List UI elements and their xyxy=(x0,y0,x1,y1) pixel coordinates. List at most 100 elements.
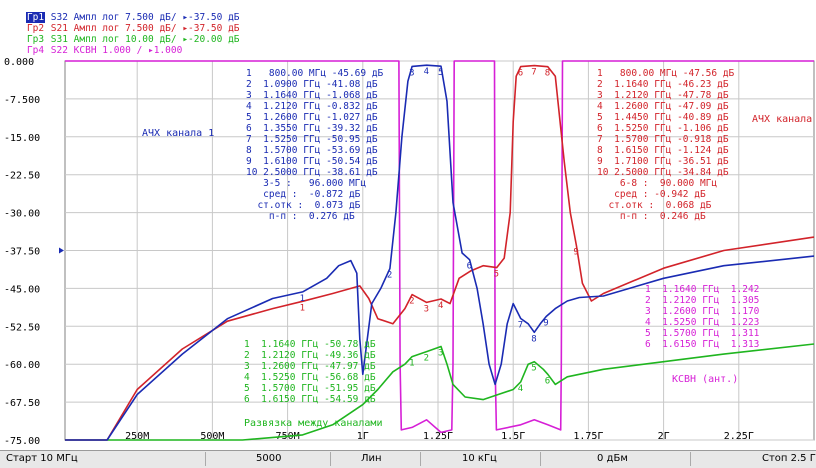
marker-number: 6 xyxy=(467,262,472,272)
marker-table-s32: 1 800.00 МГц -45.69 дБ xyxy=(246,68,384,79)
y-tick-label: -30.00 xyxy=(4,209,40,220)
marker-table-s21: 2 1.1640 ГГц -46.23 дБ xyxy=(597,79,729,90)
y-tick-label: -22.50 xyxy=(4,171,40,182)
x-tick-label: 1.5Г xyxy=(501,431,525,442)
x-tick-label: 250М xyxy=(125,431,149,442)
marker-number: 6 xyxy=(518,69,523,79)
marker-number: 2 xyxy=(409,297,414,307)
marker-table-s32: 9 1.6100 ГГц -50.54 дБ xyxy=(246,156,378,167)
trace-1-tag[interactable]: Гр1 xyxy=(25,12,46,23)
if-bandwidth[interactable]: 10 кГц xyxy=(462,453,497,464)
y-tick-label: -75.00 xyxy=(4,436,40,447)
marker-table-s32: ст.отк : 0.073 дБ xyxy=(246,200,361,211)
x-tick-label: 1.75Г xyxy=(573,431,603,442)
sweep-type[interactable]: Лин xyxy=(361,453,382,464)
measurement-chart[interactable]: 0.000 -7.500 -15.00 -22.50 -30.00 -37.50 -45.0… xyxy=(0,56,816,450)
marker-tables: 1 800.00 МГц -45.69 дБ2 1.0900 ГГц -41.0… xyxy=(142,68,812,429)
trace-2-tag[interactable]: Гр2 xyxy=(26,23,45,34)
x-tick-label: 1.25Г xyxy=(423,431,453,442)
trace-1-settings: S32 Ампл лог 7.500 дБ/ ▸-37.50 дБ xyxy=(45,12,240,23)
y-axis-labels: 0.000 -7.500 -15.00 -22.50 -30.00 -37.50 -45.0… xyxy=(4,57,64,447)
label-isolation: Развязка между каналами xyxy=(244,418,382,429)
trace-header: Гр1 S32 Ампл лог 7.500 дБ/ ▸-37.50 дБ Гр… xyxy=(0,0,816,56)
marker-table-s32: 2 1.0900 ГГц -41.08 дБ xyxy=(246,79,378,90)
trace-1-label[interactable]: Гр1 S32 Ампл лог 7.500 дБ/ ▸-37.50 дБ xyxy=(3,1,240,34)
y-tick-label: -60.00 xyxy=(4,360,40,371)
marker-table-s21: 7 1.5700 ГГц -0.918 дБ xyxy=(597,134,729,145)
marker-table-s32: 3-5 : 96.000 МГц xyxy=(246,178,366,189)
trace-3-tag[interactable]: Гр3 xyxy=(26,34,45,45)
trace-s32 xyxy=(65,64,815,441)
marker-table-s32: 8 1.5700 ГГц -53.69 дБ xyxy=(246,145,378,156)
marker-table-s21: 6-8 : 90.000 МГц xyxy=(597,178,717,189)
trace-2-label[interactable]: Гр2 S21 Ампл лог 7.500 дБ/ ▸-37.50 дБ xyxy=(3,12,240,45)
marker-table-s32: 3 1.1640 ГГц -1.068 дБ xyxy=(246,90,378,101)
trace-s22 xyxy=(65,60,814,434)
marker-table-s22: 5 1.5700 ГГц 1.311 xyxy=(645,328,760,339)
status-bar: Старт 10 МГц 5000 Лин 10 кГц 0 дБм Стоп … xyxy=(0,450,816,468)
marker-number: 1 xyxy=(300,294,305,304)
marker-table-s21: 6 1.5250 ГГц -1.106 дБ xyxy=(597,123,729,134)
marker-number: 3 xyxy=(438,349,443,359)
stop-frequency[interactable]: Стоп 2.5 Г xyxy=(762,453,816,464)
y-tick-label: -52.50 xyxy=(4,322,40,333)
trace-s21 xyxy=(65,64,815,441)
marker-table-s32: 7 1.5250 ГГц -50.95 дБ xyxy=(246,134,378,145)
marker-table-s21: ст.отк : 0.068 дБ xyxy=(597,200,712,211)
marker-table-s21: 8 1.6150 ГГц -1.124 дБ xyxy=(597,145,729,156)
x-tick-label: 2.25Г xyxy=(724,431,754,442)
source-power[interactable]: 0 дБм xyxy=(597,453,628,464)
x-tick-label: 2Г xyxy=(658,431,670,442)
marker-number: 5 xyxy=(531,364,536,374)
y-tick-label: -37.50 xyxy=(4,247,40,258)
marker-table-s22: 4 1.5250 ГГц 1.223 xyxy=(645,317,759,328)
marker-table-s31: 2 1.2120 ГГц -49.36 дБ xyxy=(244,350,376,361)
marker-number: 4 xyxy=(424,67,429,77)
marker-table-s31: 1 1.1640 ГГц -50.78 дБ xyxy=(244,339,376,350)
marker-table-s22: 1 1.1640 ГГц 1.242 xyxy=(645,284,759,295)
marker-table-s21: сред : -0.942 дБ xyxy=(597,189,706,200)
trace-3-settings: S31 Ампл лог 10.00 дБ/ ▸-20.00 дБ xyxy=(45,34,240,45)
chart-grid xyxy=(64,60,815,441)
marker-table-s21: 3 1.2120 ГГц -47.78 дБ xyxy=(597,90,729,101)
marker-table-s32: 4 1.2120 ГГц -0.832 дБ xyxy=(246,101,378,112)
trace-4-tag[interactable]: Гр4 xyxy=(26,45,45,56)
marker-number: 9 xyxy=(573,247,578,257)
marker-table-s32: 6 1.3550 ГГц -39.32 дБ xyxy=(246,123,378,134)
marker-number: 4 xyxy=(518,384,523,394)
marker-number: 5 xyxy=(438,68,443,78)
label-vswr: КСВН (ант.) xyxy=(672,374,738,385)
trace-4-label[interactable]: Гр4 S22 КСВН 1.000 / ▸1.000 xyxy=(3,34,182,67)
marker-table-s21: 10 2.5000 ГГц -34.84 дБ xyxy=(597,167,729,178)
marker-table-s22: 2 1.2120 ГГц 1.305 xyxy=(645,295,759,306)
y-tick-label: 0.000 xyxy=(4,57,34,68)
sweep-points[interactable]: 5000 xyxy=(256,453,282,464)
label-channel-2: АЧХ канала xyxy=(752,114,812,125)
trace-4-settings: S22 КСВН 1.000 / ▸1.000 xyxy=(45,45,183,56)
marker-table-s32: 5 1.2600 ГГц -1.027 дБ xyxy=(246,112,378,123)
marker-number: 8 xyxy=(545,69,550,79)
trace-3-label[interactable]: Гр3 S31 Ампл лог 10.00 дБ/ ▸-20.00 дБ xyxy=(3,23,240,56)
marker-number: 8 xyxy=(531,334,536,344)
marker-table-s22: 6 1.6150 ГГц 1.313 xyxy=(645,339,759,350)
marker-table-s21: 9 1.7100 ГГц -36.51 дБ xyxy=(597,156,729,167)
trace-s31 xyxy=(65,343,815,441)
label-channel-1: АЧХ канала 1 xyxy=(142,128,214,139)
marker-number: 2 xyxy=(424,354,429,364)
marker-table-s32: сред : -0.872 дБ xyxy=(246,189,361,200)
marker-number: 5 xyxy=(494,270,499,280)
marker-number: 7 xyxy=(531,68,536,78)
marker-table-s21: п-п : 0.246 дБ xyxy=(597,211,706,222)
y-tick-label: -67.50 xyxy=(4,398,40,409)
marker-number: 2 xyxy=(387,271,392,281)
start-frequency[interactable]: Старт 10 МГц xyxy=(6,453,78,464)
y-tick-label: -45.00 xyxy=(4,284,40,295)
marker-table-s31: 6 1.6150 ГГц -54.59 дБ xyxy=(244,394,376,405)
y-tick-label: -15.00 xyxy=(4,133,40,144)
marker-number: 4 xyxy=(438,301,443,311)
reference-level-marker xyxy=(59,247,64,254)
y-tick-label: -7.500 xyxy=(4,95,40,106)
marker-number: 3 xyxy=(424,304,429,314)
marker-table-s31: 5 1.5700 ГГц -51.95 дБ xyxy=(244,383,376,394)
marker-table-s21: 1 800.00 МГц -47.56 дБ xyxy=(597,68,735,79)
